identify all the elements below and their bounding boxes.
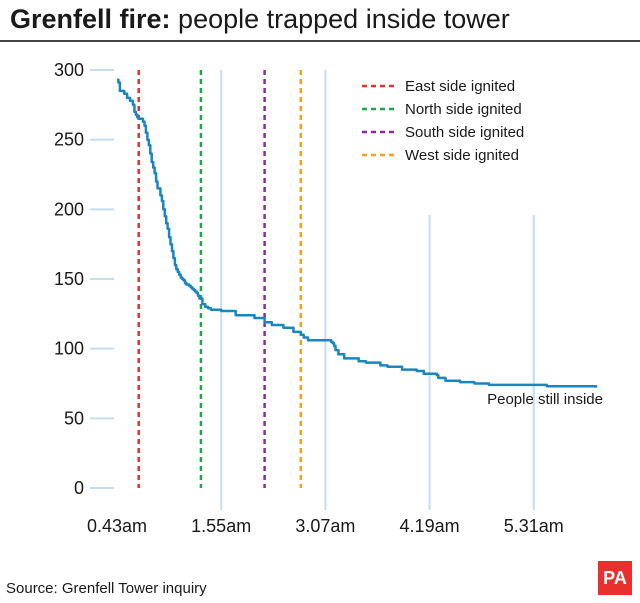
- x-tick-label: 3.07am: [295, 516, 355, 536]
- event-lines: [137, 70, 303, 488]
- y-axis: 0 50 100 150 200 250 300: [54, 60, 114, 498]
- pa-logo: PA: [598, 561, 632, 595]
- source-note: Source: Grenfell Tower inquiry: [6, 580, 207, 597]
- grid-lines: [220, 70, 535, 510]
- y-tick-label: 100: [54, 339, 84, 359]
- y-tick-label: 50: [64, 408, 84, 428]
- chart-title-bold: Grenfell fire:: [10, 4, 171, 34]
- x-tick-label: 5.31am: [504, 516, 564, 536]
- x-tick-label: 1.55am: [191, 516, 251, 536]
- line-chart: 0 50 100 150 200 250 300 0.43am 1.55am 3.07am 4.1…: [54, 60, 603, 536]
- chart-title: Grenfell fire: people trapped inside tow…: [10, 2, 510, 36]
- title-divider: [0, 40, 640, 42]
- series-group: [117, 78, 598, 388]
- legend-entry: North side ignited: [405, 101, 522, 118]
- legend-entry: West side ignited: [405, 147, 519, 164]
- y-tick-label: 200: [54, 199, 84, 219]
- y-tick-label: 150: [54, 269, 84, 289]
- legend-entry: East side ignited: [405, 78, 515, 95]
- chart-title-rest: people trapped inside tower: [170, 4, 510, 34]
- y-tick-label: 0: [74, 478, 84, 498]
- x-tick-label: 0.43am: [87, 516, 147, 536]
- legend: East side ignited North side ignited South…: [362, 78, 524, 164]
- series-annotation: People still inside: [487, 391, 603, 408]
- x-axis: 0.43am 1.55am 3.07am 4.19am 5.31am: [87, 516, 564, 536]
- series-line: [117, 78, 598, 388]
- y-tick-label: 300: [54, 60, 84, 80]
- y-tick-label: 250: [54, 130, 84, 150]
- x-tick-label: 4.19am: [400, 516, 460, 536]
- legend-entry: South side ignited: [405, 124, 524, 141]
